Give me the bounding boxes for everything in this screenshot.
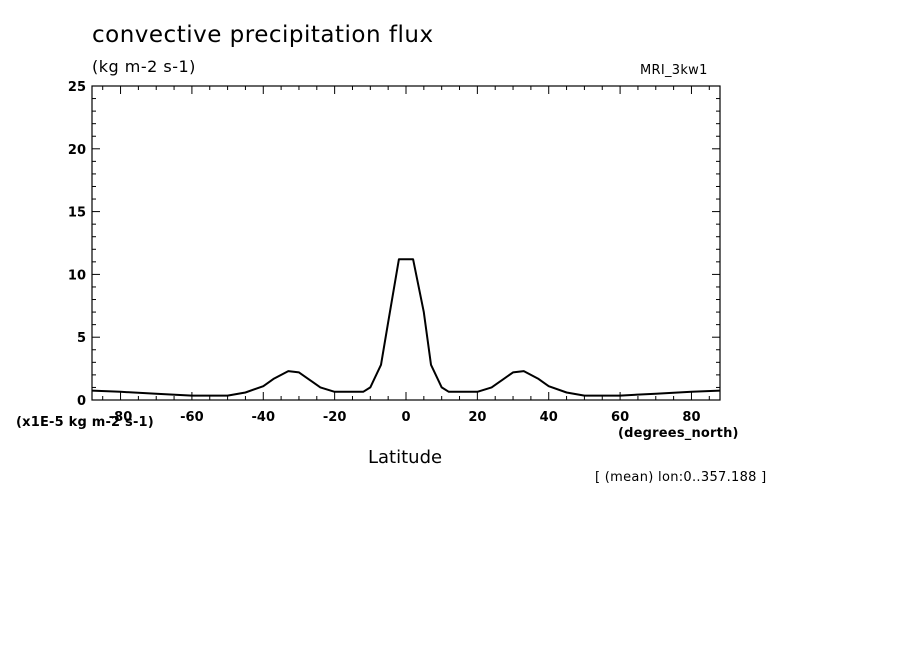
x-units-label: (degrees_north) [618,426,739,441]
x-tick-label: -60 [180,410,204,425]
plot-frame [91,85,721,401]
y-tick-label: 0 [77,394,86,409]
x-tick-label: -80 [109,410,133,425]
tick-labels-layer: -80 -60 -40 -20 0 20 40 60 80 0 5 10 15 20 25 [68,80,701,425]
footnote: [ (mean) lon:0..357.188 ] [595,470,767,485]
units-label: (kg m-2 s-1) [92,57,196,76]
y-tick-label: 15 [68,206,86,221]
x-tick-label: 20 [468,410,486,425]
x-tick-label: -20 [323,410,347,425]
x-tick-label: 40 [540,410,558,425]
x-axis-label: Latitude [368,447,443,468]
ticks-layer [92,85,720,401]
y-tick-label: 5 [77,331,86,346]
x-tick-label: 80 [682,410,700,425]
y-tick-label: 25 [68,80,86,95]
y-scale-label: (x1E-5 kg m-2 s-1) [16,415,154,430]
model-label: MRI_3kw1 [640,63,708,78]
series-line [91,258,721,397]
x-tick-label: 60 [611,410,629,425]
y-tick-label: 10 [68,268,86,283]
y-tick-label: 20 [68,143,86,158]
x-tick-label: -40 [252,410,276,425]
x-tick-label: 0 [401,410,410,425]
chart-title: convective precipitation flux [92,22,434,48]
